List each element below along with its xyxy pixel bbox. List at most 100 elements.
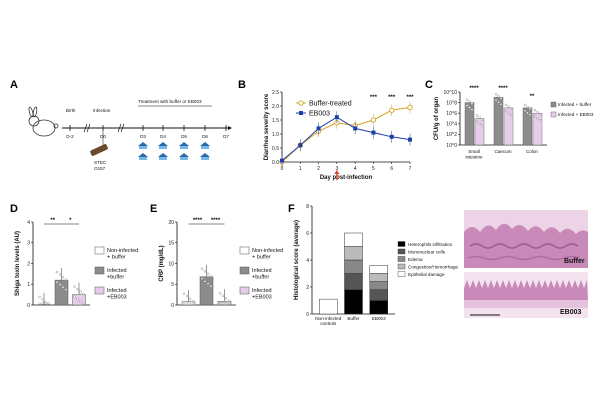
data-point xyxy=(478,122,481,125)
data-point xyxy=(218,292,222,295)
x-axis-label: Day post-infection xyxy=(320,175,373,181)
bar xyxy=(54,279,69,306)
legend-swatch xyxy=(239,246,250,255)
bar-segment xyxy=(369,265,388,274)
y-axis-label: Shiga toxin levels (AU) xyxy=(15,231,21,296)
data-point xyxy=(494,93,498,96)
data-point xyxy=(475,114,479,117)
timeline-day-label: D-2 xyxy=(66,134,74,139)
data-point xyxy=(536,111,539,114)
y-tick-label: 20 xyxy=(168,220,174,226)
data-point xyxy=(79,300,82,303)
axis-break xyxy=(86,123,91,133)
data-point xyxy=(188,297,192,300)
data-point xyxy=(64,278,68,281)
legend: Heterophils infiltration Mononuclear cell… xyxy=(397,241,458,277)
dose-icon xyxy=(179,153,189,160)
data-point xyxy=(55,280,59,284)
data-point xyxy=(407,104,413,111)
data-point xyxy=(316,126,321,131)
data-point xyxy=(224,302,228,305)
data-point xyxy=(209,275,213,278)
data-point xyxy=(209,285,213,288)
panel-label-f: F xyxy=(288,203,295,215)
data-point xyxy=(533,109,537,112)
data-point xyxy=(73,295,76,298)
legend-swatch xyxy=(550,111,557,118)
data-point xyxy=(221,294,225,297)
y-tick-label: 2.0 xyxy=(272,104,279,110)
birth-label: Birth xyxy=(66,108,76,113)
data-point xyxy=(58,283,62,286)
y-tick-label: 3 xyxy=(27,241,30,247)
dose-icon xyxy=(158,153,168,160)
legend-label: Infected xyxy=(107,268,127,274)
significance-marker: **** xyxy=(469,86,479,92)
x-tick-label: Small xyxy=(468,149,480,154)
y-tick-label: 2 xyxy=(27,261,30,267)
legend-label: Buffer-treated xyxy=(309,101,352,108)
bar-segment xyxy=(369,300,388,315)
legend-label: Non-infected xyxy=(252,248,283,254)
x-tick-label: Buffer xyxy=(347,316,360,321)
data-point xyxy=(227,302,231,305)
data-point xyxy=(389,107,395,113)
data-point xyxy=(203,270,207,273)
significance-marker: ** xyxy=(50,218,55,224)
data-point xyxy=(182,292,186,295)
dose-icon xyxy=(179,142,189,149)
data-point xyxy=(61,275,65,279)
data-point xyxy=(191,302,195,305)
data-point xyxy=(218,302,222,305)
data-point xyxy=(523,103,527,107)
legend-swatch xyxy=(397,241,406,247)
stec-label: STEC xyxy=(94,160,107,165)
legend-label: Mononuclear cells xyxy=(408,250,446,255)
data-point xyxy=(480,118,484,121)
data-point xyxy=(76,297,79,301)
x-tick-label: Non-infected xyxy=(315,316,341,321)
bar-segment xyxy=(344,259,363,274)
data-point xyxy=(200,267,204,270)
y-tick-label: 0 xyxy=(306,312,309,318)
data-point xyxy=(470,102,474,105)
y-tick-label: 4 xyxy=(27,220,30,226)
data-point xyxy=(533,115,537,118)
x-tick-label: Colon xyxy=(526,149,538,154)
legend-label: Infected + buffer xyxy=(558,102,592,107)
data-point xyxy=(41,302,44,305)
data-point xyxy=(389,134,394,139)
legend-swatch xyxy=(397,248,406,255)
axis-break xyxy=(117,123,122,133)
legend-label: +EB003 xyxy=(107,295,127,301)
y-tick-label: 0.0 xyxy=(272,160,279,166)
data-point xyxy=(61,285,65,289)
data-point xyxy=(470,108,474,111)
legend-label: Edema xyxy=(408,257,423,262)
x-tick-label: 4 xyxy=(354,166,357,172)
treatment-label: Treatment with buffer or EB003 xyxy=(138,99,202,104)
y-tick-label: 10^6 xyxy=(446,111,457,117)
x-tick-label: intestine xyxy=(465,155,483,160)
y-tick-label: 6 xyxy=(306,231,309,237)
y-tick-label: 10^8 xyxy=(446,100,457,106)
y-tick-label: 10 xyxy=(168,261,174,267)
data-point xyxy=(371,130,376,135)
y-tick-label: 2 xyxy=(306,285,309,291)
x-tick-label: 7 xyxy=(409,166,412,172)
legend-swatch xyxy=(550,101,557,108)
data-point xyxy=(499,97,503,100)
bar-segment xyxy=(344,232,363,247)
data-point xyxy=(465,98,469,101)
data-point xyxy=(478,116,481,119)
significance-marker: **** xyxy=(211,218,221,224)
bar-segment xyxy=(369,289,388,301)
y-tick-label: 10^4 xyxy=(446,122,457,128)
data-point xyxy=(73,285,76,288)
data-point xyxy=(38,302,41,305)
strain-label: O157 xyxy=(94,166,106,171)
data-point xyxy=(76,287,79,291)
data-point xyxy=(55,270,59,274)
x-tick-label: 5 xyxy=(372,166,375,172)
bar-segment xyxy=(344,289,363,315)
